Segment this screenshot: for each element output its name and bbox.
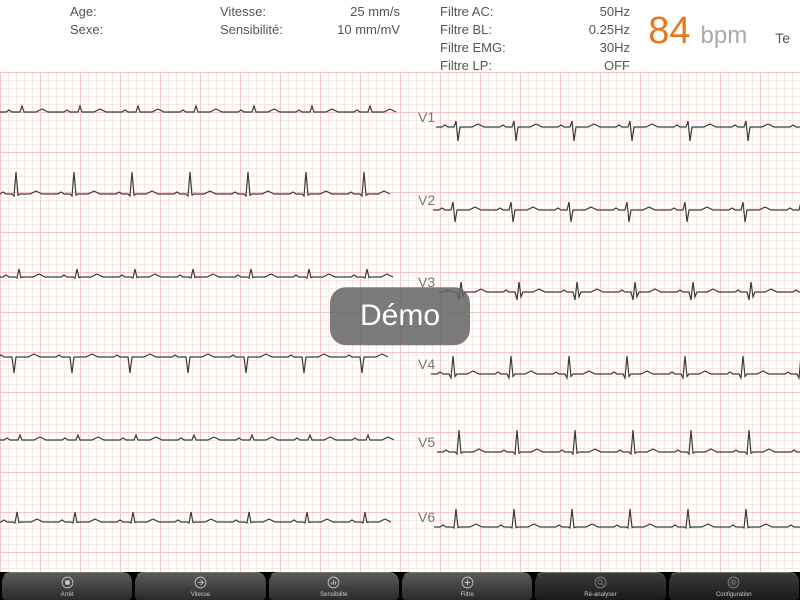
sens-value: 10 mm/mV — [337, 22, 440, 37]
lead-label: V4 — [418, 356, 435, 372]
bpm-display: 84 bpm Te — [648, 10, 790, 53]
filter-emg-label: Filtre EMG: — [440, 40, 506, 55]
sex-label: Sexe: — [70, 22, 103, 37]
toolbar-speed-button[interactable]: Vitesse — [134, 572, 265, 600]
bpm-unit: bpm — [701, 22, 748, 50]
speed-icon — [194, 576, 207, 591]
sens-icon — [327, 576, 340, 591]
search-icon — [594, 576, 607, 591]
toolbar-label: Sensibilité — [320, 592, 347, 598]
toolbar-gear-button[interactable]: Configuration — [668, 572, 799, 600]
age-label: Age: — [70, 4, 97, 19]
toolbar-label: Ré-analyser — [584, 592, 616, 598]
bpm-value: 84 — [648, 10, 690, 53]
filter-emg-value: 30Hz — [600, 40, 640, 55]
toolbar-stop-button[interactable]: Arrêt — [1, 572, 132, 600]
toolbar: Arrêt Vitesse Sensibilité Filtre Ré-analyser… — [0, 572, 800, 600]
filter-ac-label: Filtre AC: — [440, 4, 493, 19]
age-value — [200, 4, 220, 19]
sens-label: Sensibilité: — [220, 22, 283, 37]
speed-label: Vitesse: — [220, 4, 266, 19]
stop-icon — [61, 576, 74, 591]
toolbar-search-button[interactable]: Ré-analyser — [534, 572, 665, 600]
bpm-extra: Te — [775, 30, 790, 46]
toolbar-sens-button[interactable]: Sensibilité — [268, 572, 399, 600]
filter-lp-label: Filtre LP: — [440, 58, 492, 73]
lead-label: V6 — [418, 509, 435, 525]
lead-label: V2 — [418, 192, 435, 208]
ecg-display[interactable]: Démo V1 V2 V3 V4 V5 V6 — [0, 72, 800, 572]
toolbar-label: Vitesse — [191, 592, 211, 598]
demo-badge: Démo — [330, 287, 470, 345]
toolbar-label: Configuration — [716, 592, 752, 598]
filter-bl-value: 0.25Hz — [589, 22, 640, 37]
toolbar-label: Filtre — [460, 592, 473, 598]
filter-ac-value: 50Hz — [600, 4, 640, 19]
toolbar-plus-button[interactable]: Filtre — [401, 572, 532, 600]
gear-icon — [727, 576, 740, 591]
filter-bl-label: Filtre BL: — [440, 22, 492, 37]
filter-lp-value: OFF — [604, 58, 640, 73]
lead-label: V3 — [418, 274, 435, 290]
lead-label: V5 — [418, 434, 435, 450]
speed-value: 25 mm/s — [350, 4, 440, 19]
sex-value — [200, 22, 220, 37]
toolbar-label: Arrêt — [61, 592, 74, 598]
plus-icon — [461, 576, 474, 591]
lead-label: V1 — [418, 109, 435, 125]
header-info: Age: Sexe: Vitesse: 25 mm/s Sensibilité: 1… — [0, 0, 800, 72]
